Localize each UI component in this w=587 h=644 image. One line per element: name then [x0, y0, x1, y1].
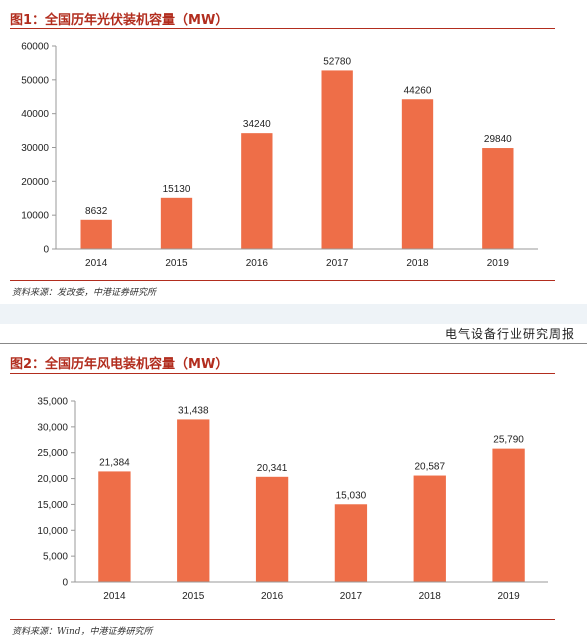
bar [413, 475, 446, 582]
y-tick-label: 50000 [21, 75, 49, 86]
bar [492, 448, 525, 582]
y-tick-label: 0 [62, 578, 68, 589]
y-tick-label: 30000 [21, 143, 49, 154]
y-tick-label: 25,000 [37, 448, 68, 459]
data-label: 31,438 [178, 405, 209, 416]
x-tick-label: 2014 [85, 258, 108, 269]
figure2-title-rule [10, 373, 555, 374]
y-tick-label: 0 [43, 245, 49, 256]
figure1-title-rule [10, 28, 555, 29]
data-label: 44260 [404, 85, 432, 96]
y-tick-label: 10000 [21, 211, 49, 222]
x-tick-label: 2016 [246, 258, 269, 269]
y-tick-label: 20000 [21, 177, 49, 188]
figure1-bottom-rule [10, 280, 555, 281]
bar [80, 219, 112, 249]
figure1-title: 图1：全国历年光伏装机容量（MW） [10, 13, 229, 28]
bar [160, 197, 193, 249]
x-tick-label: 2018 [406, 258, 429, 269]
data-label: 34240 [243, 119, 271, 130]
figure1-source: 资料来源：发改委，中港证券研究所 [12, 288, 157, 298]
bar [255, 476, 289, 582]
data-label: 29840 [484, 134, 512, 145]
bar [321, 70, 353, 249]
x-tick-label: 2015 [165, 258, 188, 269]
y-tick-label: 20,000 [37, 474, 68, 485]
x-tick-label: 2019 [497, 591, 520, 602]
running-header: 电气设备行业研究周报 [444, 327, 575, 341]
data-label: 15,030 [336, 490, 367, 501]
solar-capacity-bar-chart: 0 10000 20000 30000 40000 50000 60000 8632 2014 1… [21, 42, 538, 269]
figure2-source: 资料来源：Wind，中港证券研究所 [12, 627, 153, 637]
figure2-title: 图2：全国历年风电装机容量（MW） [10, 357, 229, 372]
data-label: 52780 [323, 56, 351, 67]
x-tick-label: 2015 [182, 591, 205, 602]
y-tick-label: 30,000 [37, 422, 68, 433]
y-tick-label: 40000 [21, 109, 49, 120]
x-tick-label: 2018 [419, 591, 442, 602]
data-label: 20,341 [257, 463, 288, 474]
bar [401, 99, 434, 250]
x-tick-label: 2017 [340, 591, 363, 602]
bar [334, 504, 368, 582]
y-tick-label: 60000 [21, 42, 49, 53]
bar [177, 419, 210, 582]
data-label: 25,790 [493, 435, 524, 446]
y-tick-label: 10,000 [37, 526, 68, 537]
bar [241, 133, 273, 249]
x-tick-label: 2019 [487, 258, 510, 269]
data-label: 8632 [85, 206, 108, 217]
y-tick-label: 35,000 [37, 397, 68, 408]
y-tick-label: 5,000 [43, 552, 68, 563]
page-break-band [0, 304, 587, 324]
wind-capacity-bar-chart: 0 5,000 10,000 15,000 20,000 25,000 30,000 35,0… [37, 397, 548, 602]
y-tick-label: 15,000 [37, 500, 68, 511]
data-label: 15130 [163, 184, 191, 195]
running-header-rule [0, 343, 587, 344]
bar [98, 471, 131, 582]
x-tick-label: 2014 [103, 591, 126, 602]
x-tick-label: 2016 [261, 591, 284, 602]
data-label: 20,587 [414, 462, 445, 473]
bar [482, 148, 514, 249]
x-tick-label: 2017 [326, 258, 349, 269]
figure2-bottom-rule [10, 619, 555, 620]
data-label: 21,384 [99, 457, 130, 468]
